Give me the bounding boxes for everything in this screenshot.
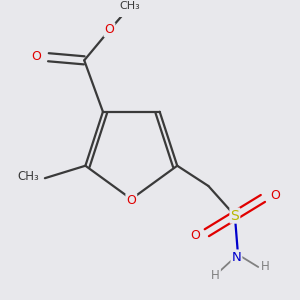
Text: H: H bbox=[211, 269, 220, 282]
Text: CH₃: CH₃ bbox=[17, 170, 39, 183]
Text: O: O bbox=[270, 189, 280, 203]
Text: N: N bbox=[232, 250, 241, 263]
Text: O: O bbox=[190, 229, 200, 242]
Text: S: S bbox=[230, 208, 239, 223]
Text: H: H bbox=[261, 260, 269, 274]
Text: O: O bbox=[32, 50, 41, 63]
Text: CH₃: CH₃ bbox=[119, 1, 140, 11]
Text: O: O bbox=[126, 194, 136, 207]
Text: O: O bbox=[104, 23, 114, 36]
